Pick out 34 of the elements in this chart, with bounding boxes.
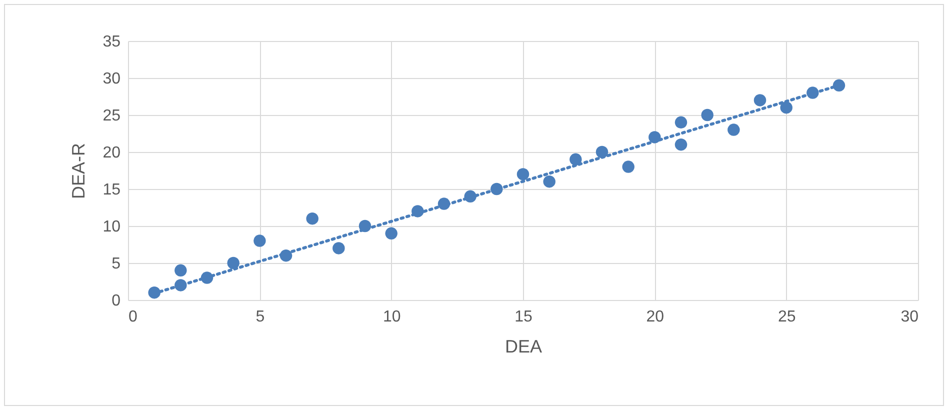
point <box>674 138 688 151</box>
y-tick-label: 25 <box>102 108 121 124</box>
x-axis-title: DEA <box>504 336 542 356</box>
y-tick-label: 15 <box>102 182 121 198</box>
point <box>254 234 266 247</box>
y-tick-label: 0 <box>112 292 121 310</box>
point <box>596 146 608 158</box>
y-axis-title: DEA-R <box>68 142 89 200</box>
x-tick-label: 30 <box>900 308 919 326</box>
x-tick-label: 20 <box>646 308 664 326</box>
point <box>674 116 688 129</box>
point <box>622 160 634 173</box>
point <box>516 168 530 180</box>
x-tick-label: 5 <box>256 308 265 326</box>
point <box>701 108 714 122</box>
point <box>543 175 556 188</box>
y-tick-label: 10 <box>102 218 121 236</box>
x-tick-label: 25 <box>778 308 796 326</box>
y-tick-label: 20 <box>102 144 121 162</box>
point <box>174 264 187 277</box>
point <box>728 124 740 136</box>
point <box>780 101 792 114</box>
y-tick-label: 35 <box>102 34 121 50</box>
point <box>754 94 766 106</box>
point <box>227 256 240 270</box>
point <box>306 212 318 225</box>
point <box>385 227 398 240</box>
y-tick-label: 30 <box>102 70 121 88</box>
y-tick-label: 5 <box>112 256 121 272</box>
point <box>570 153 582 166</box>
point <box>332 242 345 254</box>
x-tick-label: 0 <box>128 308 138 326</box>
x-tick-label: 15 <box>514 308 532 326</box>
x-tick-label: 10 <box>382 308 401 326</box>
